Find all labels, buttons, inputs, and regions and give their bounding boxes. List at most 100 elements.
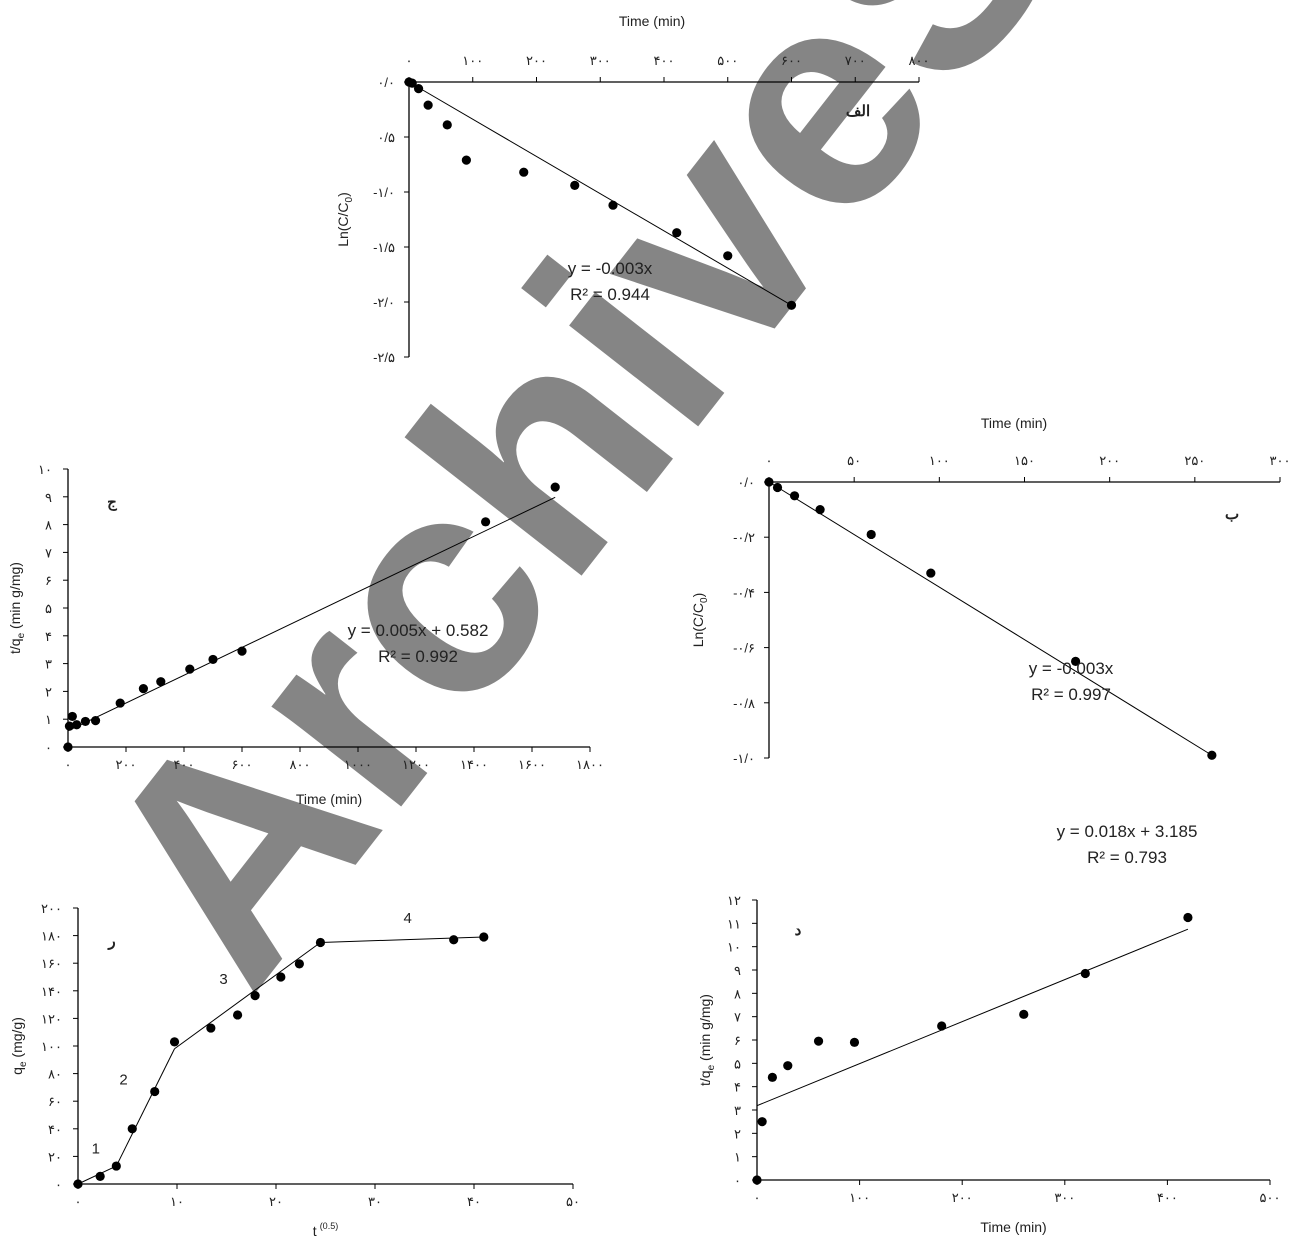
y-tick-label: ٢ (734, 1126, 741, 1141)
y-tick-label: -٠/۴ (733, 585, 755, 600)
y-tick-label: ٠ (55, 1177, 62, 1192)
segment-label: 1 (92, 1141, 100, 1158)
y-tick-label: ۶ (734, 1033, 741, 1048)
x-tick-label: ٨٠٠ (290, 757, 311, 772)
x-tick-label: ٨٠٠ (909, 53, 930, 68)
data-point (139, 684, 148, 693)
y-tick-label: ١٨٠ (41, 929, 62, 944)
y-tick-label: -٢/٠ (373, 295, 395, 310)
y-tick-label: ١۶٠ (41, 956, 62, 971)
data-point (672, 228, 681, 237)
data-point (850, 1038, 859, 1047)
data-point (814, 1037, 823, 1046)
data-point (449, 935, 458, 944)
x-axis-title-sup: (0.5) (320, 1221, 339, 1231)
y-tick-label: -٢/۵ (373, 350, 395, 365)
x-tick-label: ٢٠٠ (526, 53, 547, 68)
y-tick-label: -٠/٨ (733, 696, 755, 711)
y-axis-title-rest: (mg/g) (9, 1017, 25, 1061)
data-point (63, 742, 72, 751)
data-point (233, 1010, 242, 1019)
x-axis-title: Time (min) (619, 13, 685, 29)
x-tick-label: ١٠٠ (462, 53, 483, 68)
y-tick-label: ٣ (734, 1103, 741, 1118)
panel-label: الف (846, 103, 870, 120)
data-point (764, 477, 773, 486)
y-tick-label: ٩ (45, 490, 52, 505)
y-axis-title: Ln(C/C0) (335, 192, 355, 247)
y-axis-title: Ln(C/C0) (690, 593, 710, 648)
x-tick-label: ٢٠٠ (952, 1190, 973, 1205)
data-point (758, 1117, 767, 1126)
panel-label: د (795, 922, 802, 939)
x-tick-label: ۵٠٠ (1260, 1190, 1281, 1205)
data-point (414, 84, 423, 93)
data-point (156, 677, 165, 686)
data-point (723, 251, 732, 260)
y-tick-label: ۴ (734, 1080, 741, 1095)
data-point (937, 1021, 946, 1030)
y-tick-label: ۶٠ (48, 1094, 62, 1109)
data-point (867, 530, 876, 539)
x-tick-label: ٠ (65, 757, 72, 772)
y-axis-title-rest: (min g/mg) (697, 994, 713, 1065)
y-axis-title-main: Ln(C/C (690, 603, 706, 647)
x-tick-label: ۵٠ (847, 453, 861, 468)
x-tick-label: ١۶٠٠ (518, 757, 546, 772)
y-tick-label: -٠/٢ (733, 530, 755, 545)
y-tick-label: ۵ (45, 601, 52, 616)
data-point (68, 712, 77, 721)
data-point (96, 1172, 105, 1181)
y-tick-label: ٠ (45, 740, 52, 755)
x-tick-label: ٣٠٠ (1054, 1190, 1075, 1205)
data-point (295, 959, 304, 968)
x-tick-label: ١٨٠٠ (576, 757, 604, 772)
y-tick-label: ٣ (45, 657, 52, 672)
y-tick-label: ١ (734, 1150, 741, 1165)
y-tick-label: ١٢ (727, 893, 741, 908)
x-tick-label: ٠ (754, 1190, 761, 1205)
y-axis-title-main: q (9, 1067, 25, 1075)
y-axis-title-main: Ln(C/C (335, 202, 351, 246)
y-tick-label: -١/٠ (373, 185, 395, 200)
x-tick-label: ٢٠٠ (116, 757, 137, 772)
x-tick-label: ٢٠ (269, 1194, 283, 1209)
r-squared: R² = 0.944 (570, 285, 650, 304)
y-tick-label: -١/۵ (373, 240, 395, 255)
data-point (551, 482, 560, 491)
x-axis-title: Time (min) (980, 1219, 1046, 1235)
trend-line (769, 482, 1212, 755)
r-squared: R² = 0.793 (1087, 848, 1167, 867)
data-point (150, 1087, 159, 1096)
y-tick-label: ٧ (45, 545, 52, 560)
y-axis-title-rest: ) (335, 192, 351, 197)
y-tick-label: ١٢٠ (41, 1011, 62, 1026)
data-point (926, 568, 935, 577)
x-tick-label: ۵٠٠ (717, 53, 738, 68)
x-axis-title-main: t (313, 1223, 317, 1239)
y-axis-title-rest: (min g/mg) (7, 562, 23, 633)
y-tick-label: ٠ (734, 1173, 741, 1188)
x-tick-label: ۴٠ (467, 1194, 481, 1209)
y-tick-label: ٠/۵ (377, 130, 395, 145)
data-point (443, 120, 452, 129)
r-squared: R² = 0.992 (378, 647, 458, 666)
x-tick-label: ٠ (766, 453, 773, 468)
x-tick-label: ٣٠٠ (590, 53, 611, 68)
segment-label: 2 (119, 1072, 127, 1089)
y-tick-label: ۶ (45, 573, 52, 588)
data-point (91, 716, 100, 725)
chart-dal: ٠ ١٠٠ ٢٠٠ ٣٠٠ ۴٠٠ ۵٠٠٠١٢٣۴۵۶٧٨٩١٠١١١٢Time (mi… (697, 822, 1280, 1235)
x-tick-label: ٧٠٠ (845, 53, 866, 68)
segment-line (116, 1049, 174, 1166)
y-tick-label: ۴ (45, 629, 52, 644)
x-tick-label: ۶٠٠ (781, 53, 802, 68)
y-tick-label: ٨ (734, 986, 741, 1001)
y-tick-label: ١۴٠ (41, 984, 62, 999)
y-tick-label: ٠/٠ (377, 75, 395, 90)
data-point (424, 101, 433, 110)
x-tick-label: ١٠ (170, 1194, 184, 1209)
r-squared: R² = 0.997 (1031, 685, 1111, 704)
panel-label: ر (107, 933, 115, 950)
y-tick-label: ۵ (734, 1056, 741, 1071)
